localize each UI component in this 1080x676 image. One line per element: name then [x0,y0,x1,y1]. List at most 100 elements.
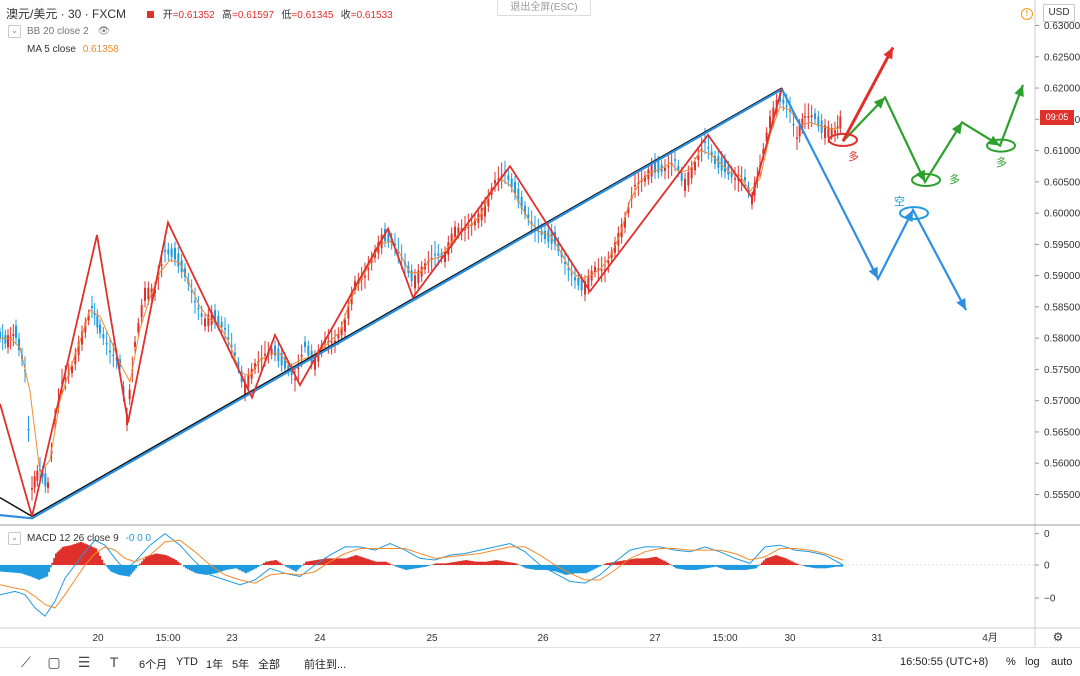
lines-tool-icon[interactable]: ☰ [75,653,93,671]
macd-histogram-bar [643,558,645,565]
macd-histogram-bar [711,565,713,567]
candle-body [297,368,299,370]
candle-body [15,326,17,338]
macd-histogram-bar [785,558,787,565]
macd-histogram-bar [655,557,657,565]
macd-histogram-bar [699,565,701,569]
candle-body [811,115,813,117]
candle-body [454,227,456,237]
macd-histogram-bar [713,565,715,567]
x-tick-label: 30 [784,633,796,644]
macd-histogram-bar [841,565,843,567]
goto-button[interactable]: 前往到... [304,656,346,672]
macd-histogram-bar [689,565,691,570]
trend-line [0,88,782,516]
text-tool-icon[interactable]: T [105,653,123,671]
macd-histogram-bar [167,556,169,565]
macd-histogram-bar [811,565,813,568]
candle-body [12,334,14,336]
percent-toggle[interactable]: % [1006,656,1016,668]
macd-histogram-bar [465,560,467,565]
candle-body [134,342,136,347]
macd-histogram-bar [383,562,385,565]
macd-histogram-bar [223,565,225,571]
macd-histogram-bar [66,546,68,565]
line-tool-icon[interactable]: ⟋ [17,653,35,671]
range-5y[interactable]: 5年 [232,656,249,672]
macd-histogram-bar [789,560,791,565]
macd-histogram-bar [143,559,145,565]
macd-histogram-bar [345,558,347,565]
exit-fullscreen-button[interactable]: 退出全屏(ESC) [497,0,591,16]
currency-button[interactable]: USD [1043,4,1075,22]
rectangle-tool-icon[interactable]: ▢ [45,653,63,671]
range-6m[interactable]: 6个月 [139,656,167,672]
macd-histogram-bar [247,565,249,572]
eye-icon[interactable]: 👁 [98,26,111,37]
log-toggle[interactable]: log [1025,656,1040,668]
macd-histogram-bar [571,565,573,574]
macd-histogram-bar [62,547,64,565]
chart-canvas[interactable]: 0.630000.625000.620000.615000.610000.605… [0,0,1080,647]
macd-histogram-bar [695,565,697,570]
macd-histogram-bar [84,544,86,565]
macd-histogram-bar [22,565,24,574]
macd-histogram-bar [118,565,120,575]
candle-body [567,269,569,271]
macd-histogram-bar [827,565,829,568]
macd-histogram-bar [825,565,827,568]
macd-histogram-bar [405,565,407,570]
macd-histogram-bar [641,558,643,565]
macd-histogram-bar [30,565,32,577]
bb-legend[interactable]: ⌄BB 20 close 2 👁 [8,25,110,38]
candle-body [594,267,596,273]
range-ytd[interactable]: YTD [176,656,198,668]
range-1y[interactable]: 1年 [206,656,223,672]
candle-body [434,254,436,256]
x-tick-label: 15:00 [155,633,180,644]
macd-histogram-bar [453,562,455,565]
close-value: =0.61533 [351,10,393,21]
macd-histogram-bar [147,556,149,565]
candle-body [304,342,306,347]
macd-histogram-bar [457,561,459,565]
macd-histogram-bar [311,561,313,565]
macd-histogram-bar [437,563,439,565]
macd-legend[interactable]: ⌄MACD 12 26 close 9 -0 0 0 [8,532,151,545]
macd-histogram-bar [683,565,685,570]
candle-body [364,276,366,278]
macd-histogram-bar [759,564,761,565]
macd-histogram-bar [28,565,30,576]
candle-body [411,270,413,281]
candle-body [331,342,333,344]
macd-histogram-bar [605,563,607,565]
low-value: =0.61345 [291,10,333,21]
macd-histogram-bar [373,561,375,565]
alert-icon[interactable]: ! [1021,8,1033,20]
macd-histogram-bar [767,558,769,565]
open-label: 开 [163,10,173,21]
macd-histogram-bar [99,556,101,565]
macd-histogram-bar [715,565,717,567]
chevron-down-icon[interactable]: ⌄ [8,532,21,545]
macd-histogram-bar [141,561,143,565]
macd-histogram-bar [423,565,425,567]
macd-histogram-bar [261,564,263,565]
x-tick-label: 27 [649,633,661,644]
macd-histogram-bar [281,564,283,565]
chevron-down-icon[interactable]: ⌄ [8,25,21,38]
macd-histogram-bar [701,565,703,569]
macd-histogram-bar [381,562,383,565]
macd-histogram-bar [367,559,369,565]
candle-body [601,270,603,272]
candle-body [177,253,179,266]
bull-arrowhead-icon [1014,85,1023,97]
candle-body [707,147,709,149]
auto-toggle[interactable]: auto [1051,656,1072,668]
macd-histogram-bar [112,565,114,572]
range-all[interactable]: 全部 [258,656,280,672]
macd-histogram-bar [475,562,477,565]
macd-histogram-bar [227,565,229,570]
candle-body [681,172,683,181]
macd-histogram-bar [427,565,429,566]
